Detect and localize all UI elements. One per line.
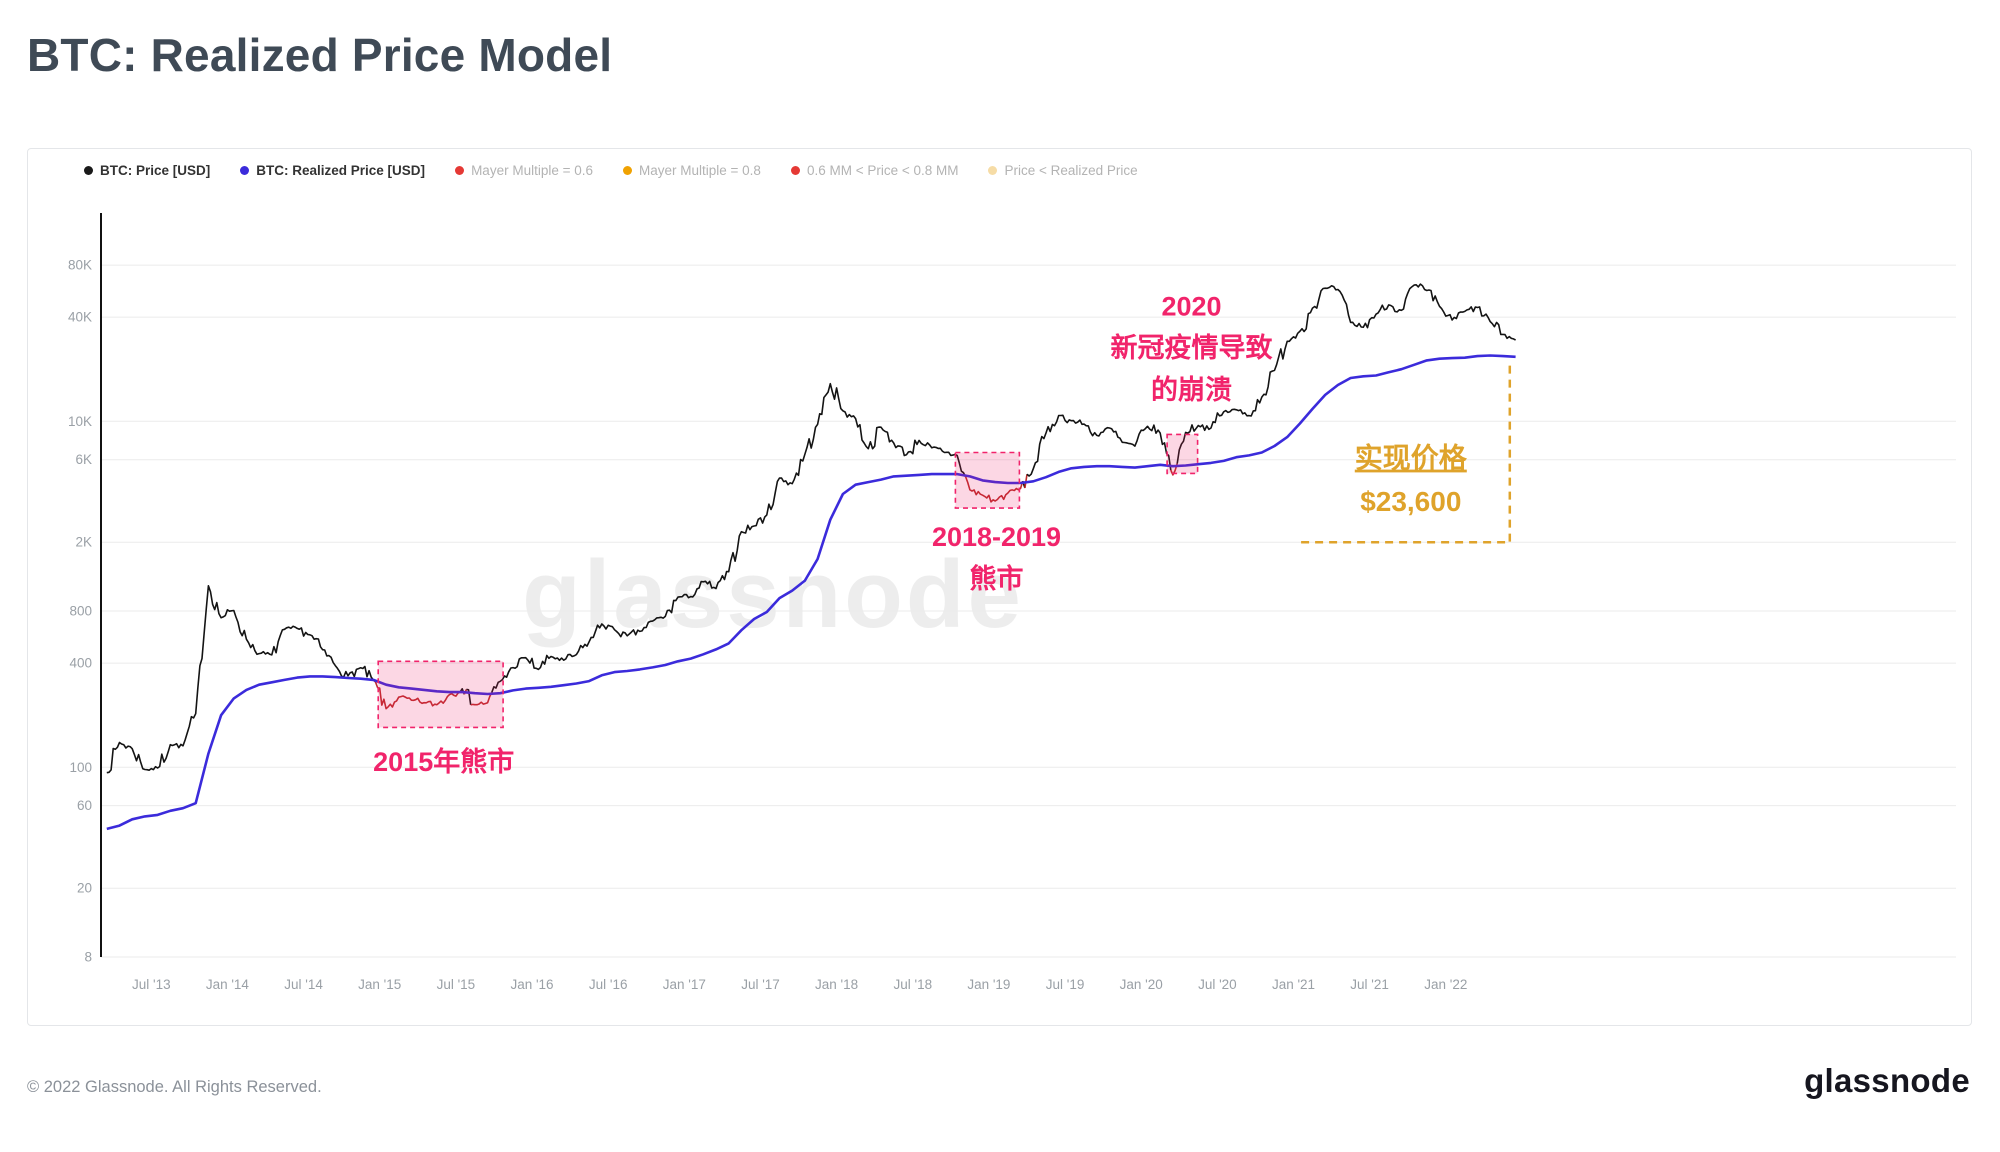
svg-text:Jan '18: Jan '18 xyxy=(815,977,858,992)
svg-text:Jul '18: Jul '18 xyxy=(893,977,932,992)
legend-item-label: Price < Realized Price xyxy=(1004,163,1138,178)
annotation-label: 2018-2019 xyxy=(932,522,1061,552)
legend-item-1[interactable]: BTC: Realized Price [USD] xyxy=(240,163,425,178)
legend-item-label: BTC: Realized Price [USD] xyxy=(256,163,426,178)
annotation-label: 熊市 xyxy=(970,563,1024,594)
annotation-bear-market-2018-2019: 2018-2019 熊市 xyxy=(932,451,1061,594)
annotation-label: 2020 xyxy=(1161,291,1221,321)
svg-text:Jan '17: Jan '17 xyxy=(663,977,706,992)
annotation-box xyxy=(954,451,1021,509)
svg-text:800: 800 xyxy=(69,604,92,619)
glassnode-logo: glassnode xyxy=(1804,1062,1970,1099)
svg-text:Jan '21: Jan '21 xyxy=(1272,977,1315,992)
svg-text:2K: 2K xyxy=(75,535,92,550)
legend-item-label: Mayer Multiple = 0.6 xyxy=(471,163,593,178)
legend-item-2[interactable]: Mayer Multiple = 0.6 xyxy=(455,163,593,178)
svg-text:Jan '22: Jan '22 xyxy=(1424,977,1467,992)
y-axis-labels: 80K 40K 10K 6K 2K 800 400 100 60 20 8 xyxy=(68,258,92,965)
annotation-label: 的崩溃 xyxy=(1151,374,1232,405)
svg-text:Jul '21: Jul '21 xyxy=(1350,977,1389,992)
y-gridlines xyxy=(101,264,1956,958)
legend-color-dot xyxy=(623,166,632,175)
annotation-realized-price-callout: 实现价格 $23,600 xyxy=(1301,365,1512,544)
legend-item-label: BTC: Price [USD] xyxy=(100,163,211,178)
annotation-label: $23,600 xyxy=(1360,486,1461,517)
glassnode-watermark: glassnode xyxy=(522,541,1024,648)
svg-text:60: 60 xyxy=(77,798,92,813)
chart-legend: BTC: Price [USD] BTC: Realized Price [USD… xyxy=(84,163,1138,178)
svg-text:40K: 40K xyxy=(68,310,92,325)
svg-text:80K: 80K xyxy=(68,258,92,273)
legend-color-dot xyxy=(790,166,800,175)
legend-item-5[interactable]: Price < Realized Price xyxy=(988,163,1138,178)
annotation-label: 实现价格 xyxy=(1355,442,1468,474)
annotation-box xyxy=(377,660,504,729)
svg-text:Jul '13: Jul '13 xyxy=(132,977,171,992)
svg-text:Jan '20: Jan '20 xyxy=(1120,977,1163,992)
legend-item-3[interactable]: Mayer Multiple = 0.8 xyxy=(623,163,761,178)
svg-text:Jul '20: Jul '20 xyxy=(1198,977,1237,992)
annotation-label: 新冠疫情导致 xyxy=(1111,332,1273,363)
svg-text:Jul '19: Jul '19 xyxy=(1046,977,1085,992)
svg-text:8: 8 xyxy=(84,950,92,965)
legend-item-label: Mayer Multiple = 0.8 xyxy=(639,163,761,178)
svg-text:Jul '14: Jul '14 xyxy=(284,977,323,992)
svg-text:Jul '16: Jul '16 xyxy=(589,977,628,992)
series-btc-price xyxy=(106,283,1516,774)
svg-text:Jul '17: Jul '17 xyxy=(741,977,780,992)
annotation-box xyxy=(1166,433,1199,475)
legend-item-4[interactable]: 0.6 MM < Price < 0.8 MM xyxy=(790,163,959,178)
legend-item-label: 0.6 MM < Price < 0.8 MM xyxy=(806,163,959,178)
svg-text:100: 100 xyxy=(69,760,92,775)
svg-text:20: 20 xyxy=(77,881,92,896)
legend-color-dot xyxy=(988,166,998,175)
price-chart-svg[interactable]: glassnode 80K 40K 10K 6K 2K 800 400 100 60 20 8 Jul … xyxy=(28,149,1969,1023)
page-title: BTC: Realized Price Model xyxy=(27,29,613,81)
svg-text:6K: 6K xyxy=(75,452,92,467)
legend-item-0[interactable]: BTC: Price [USD] xyxy=(84,163,210,178)
annotation-bear-market-2015: 2015年熊市 xyxy=(373,660,514,777)
x-axis-labels: Jul '13 Jan '14 Jul '14 Jan '15 Jul '15 Jan '… xyxy=(132,977,1467,992)
copyright-text: © 2022 Glassnode. All Rights Reserved. xyxy=(27,1078,322,1096)
svg-text:Jan '16: Jan '16 xyxy=(510,977,553,992)
legend-color-dot xyxy=(240,166,250,175)
legend-color-dot xyxy=(455,166,465,175)
annotation-label: 2015年熊市 xyxy=(373,746,514,777)
svg-text:Jan '15: Jan '15 xyxy=(358,977,401,992)
svg-text:Jan '19: Jan '19 xyxy=(967,977,1010,992)
series-btc-realized-price xyxy=(106,354,1516,831)
svg-text:10K: 10K xyxy=(68,414,92,429)
legend-color-dot xyxy=(84,166,93,175)
svg-text:400: 400 xyxy=(69,656,92,671)
chart-card: BTC: Price [USD] BTC: Realized Price [USD… xyxy=(27,148,1972,1026)
svg-text:Jan '14: Jan '14 xyxy=(206,977,250,992)
svg-text:Jul '15: Jul '15 xyxy=(437,977,476,992)
